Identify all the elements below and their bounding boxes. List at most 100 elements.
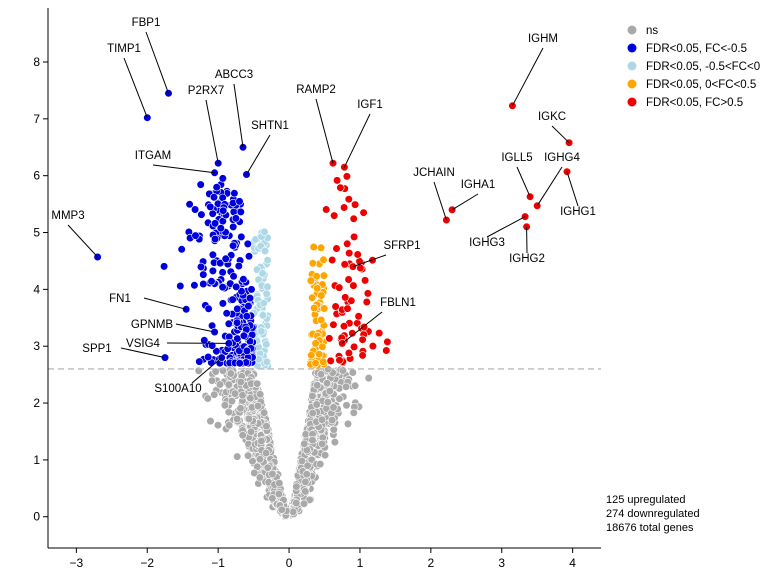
data-point [247, 428, 255, 436]
legend-marker [628, 44, 637, 53]
data-point [365, 374, 373, 382]
data-point [276, 479, 284, 487]
data-point [231, 390, 239, 398]
gene-label: SPP1 [82, 343, 111, 355]
data-point [198, 211, 206, 219]
data-point [195, 367, 203, 375]
data-point [237, 208, 245, 216]
data-point [341, 294, 349, 302]
y-tick-label: 6 [33, 169, 40, 183]
data-point [207, 203, 215, 211]
data-point [231, 190, 239, 198]
data-point [219, 207, 227, 215]
y-tick-label: 5 [33, 226, 40, 240]
data-point [263, 341, 271, 349]
gene-label: IGHG2 [509, 253, 545, 265]
callout-line [487, 217, 525, 237]
data-point [317, 316, 325, 324]
callout-line [153, 165, 215, 173]
data-point [278, 506, 286, 514]
data-point [160, 263, 168, 271]
data-point [318, 416, 326, 424]
data-point [261, 228, 269, 236]
data-point [304, 462, 312, 470]
data-point [313, 401, 321, 409]
data-point [200, 271, 208, 279]
data-point [318, 440, 326, 448]
data-point [335, 284, 343, 292]
data-point [216, 381, 224, 389]
callout-line [146, 32, 169, 93]
data-point [301, 440, 309, 448]
callout-line [434, 182, 446, 220]
data-point [260, 409, 268, 417]
callout-line [552, 126, 569, 143]
callout-line [234, 84, 243, 147]
data-point [269, 470, 277, 478]
data-point [343, 173, 351, 181]
data-point [375, 329, 383, 337]
data-point [214, 421, 222, 429]
data-point [222, 255, 230, 263]
data-point [328, 256, 336, 264]
data-point [313, 285, 321, 293]
data-point [225, 381, 233, 389]
callout-line [567, 172, 578, 206]
data-point [345, 276, 353, 284]
data-point [314, 382, 322, 390]
data-point [227, 370, 235, 378]
x-tick-label: 1 [357, 556, 364, 570]
gene-label: P2RX7 [188, 85, 224, 97]
data-point [336, 356, 344, 364]
data-point [333, 245, 341, 253]
callout-line [512, 48, 543, 106]
data-point [264, 256, 272, 264]
data-point [240, 332, 248, 340]
data-point [237, 405, 245, 413]
data-point [307, 352, 315, 360]
data-point [310, 243, 318, 251]
data-point [204, 353, 212, 361]
data-point [345, 349, 353, 357]
callout-line [316, 99, 333, 163]
data-point [264, 464, 272, 472]
data-point [319, 343, 327, 351]
data-point [331, 438, 339, 446]
data-point [245, 252, 253, 260]
callout-line [144, 298, 186, 309]
data-point [243, 347, 251, 355]
data-point [240, 275, 248, 283]
data-point [312, 359, 320, 367]
data-point [229, 242, 237, 250]
data-point [363, 298, 371, 306]
data-point [326, 387, 334, 395]
data-point [319, 358, 327, 366]
gene-label: ABCC3 [215, 69, 253, 81]
data-point [263, 422, 271, 430]
data-point [223, 310, 231, 318]
data-point [205, 305, 213, 313]
data-point [308, 294, 316, 302]
data-point [309, 392, 317, 400]
data-point [244, 240, 252, 248]
x-tick-label: −2 [140, 556, 154, 570]
gene-label: MMP3 [51, 210, 84, 222]
data-point [317, 371, 325, 379]
x-tick-label: 4 [569, 556, 576, 570]
data-point [322, 206, 330, 214]
data-point [219, 300, 227, 308]
data-point [344, 305, 352, 313]
data-point [354, 251, 362, 259]
data-point [245, 302, 253, 310]
data-point [254, 402, 262, 410]
summary-line: 125 upregulated [606, 494, 686, 506]
gene-label: IGHG4 [544, 152, 580, 164]
data-point [324, 398, 332, 406]
gene-label: FBLN1 [380, 297, 416, 309]
gene-label: IGKC [538, 111, 566, 123]
data-point [300, 500, 308, 508]
data-point [233, 319, 241, 327]
legend-label: ns [646, 25, 658, 37]
data-point [239, 431, 247, 439]
